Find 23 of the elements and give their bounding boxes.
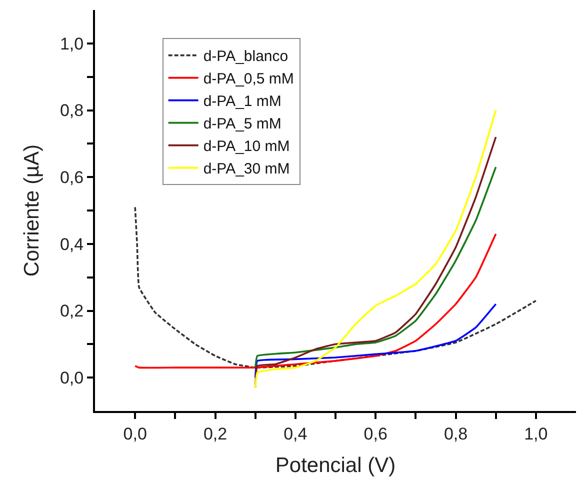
x-tick-label: 0,2 xyxy=(203,424,228,444)
legend-label: d-PA_30 mM xyxy=(203,160,290,178)
legend-label: d-PA_10 mM xyxy=(203,138,290,156)
x-axis-title: Potencial (V) xyxy=(275,454,396,478)
legend-label: d-PA_1 mM xyxy=(203,93,282,110)
y-tick-label: 0,8 xyxy=(60,101,84,120)
line-series xyxy=(134,206,537,368)
line-series xyxy=(134,232,497,369)
x-tick-label: 0,8 xyxy=(444,424,468,444)
legend-label: d-PA_blanco xyxy=(203,48,288,66)
y-tick-label: 0,6 xyxy=(60,168,84,188)
line-series xyxy=(254,303,497,378)
y-tick-label: 1,0 xyxy=(60,34,84,54)
y-axis-title: Corriente (µA) xyxy=(20,144,44,277)
x-tick-label: 1,0 xyxy=(524,424,548,444)
x-tick-label: 0,6 xyxy=(364,424,388,444)
y-tick-label: 0,2 xyxy=(60,302,84,321)
x-tick-label: 0,0 xyxy=(123,424,147,444)
y-tick-label: 0,0 xyxy=(60,368,84,388)
legend-label: d-PA_0,5 mM xyxy=(203,70,294,88)
x-tick-label: 0,4 xyxy=(284,424,308,444)
legend-label: d-PA_5 mM xyxy=(203,116,282,133)
y-tick-label: 0,4 xyxy=(60,234,84,254)
